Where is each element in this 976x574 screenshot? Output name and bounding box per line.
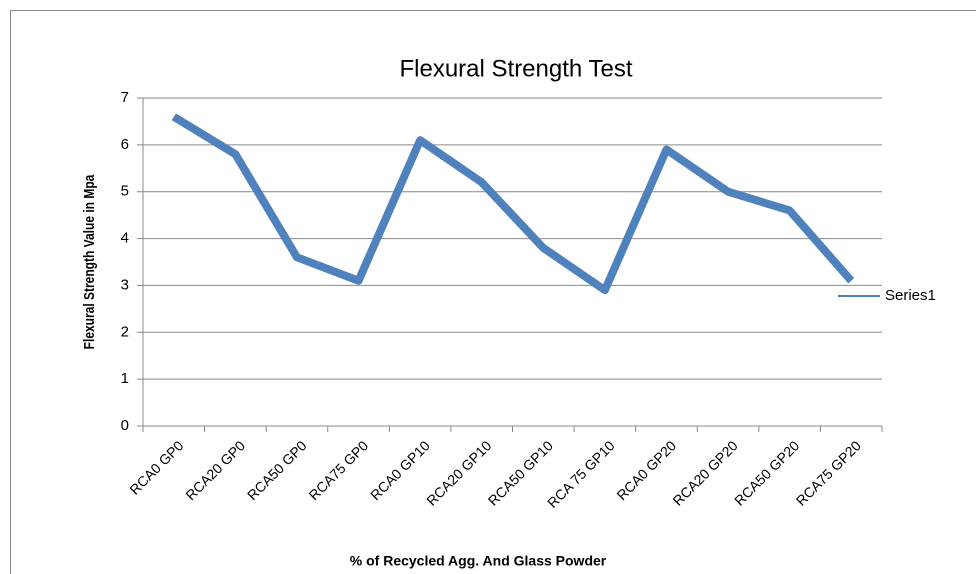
chart-title: Flexural Strength Test: [399, 55, 632, 82]
x-axis-label: % of Recycled Agg. And Glass Powder: [350, 553, 607, 569]
y-tick-label: 5: [121, 183, 129, 200]
y-tick-label: 1: [121, 370, 129, 387]
legend-label: Series1: [885, 287, 936, 304]
y-tick-label: 7: [121, 89, 129, 106]
y-tick-label: 0: [121, 417, 129, 434]
y-tick-label: 4: [121, 230, 129, 247]
y-tick-label: 6: [121, 136, 129, 153]
y-tick-label: 3: [121, 276, 129, 293]
chart-frame: [10, 10, 976, 574]
y-axis-label: Flexural Strength Value in Mpa: [81, 174, 98, 349]
y-tick-label: 2: [121, 323, 129, 340]
data-line: [171, 113, 855, 295]
